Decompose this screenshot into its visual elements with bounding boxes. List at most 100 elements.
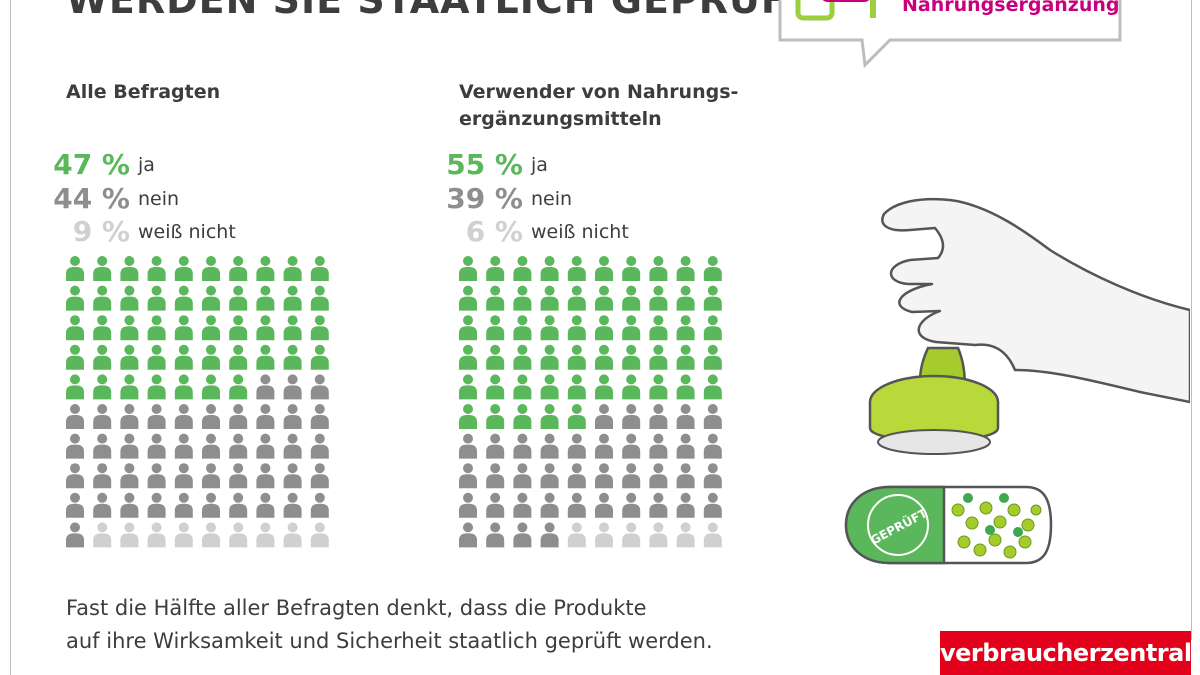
- person-icon-nein: [703, 433, 722, 459]
- person-icon-ja: [66, 285, 84, 311]
- person-icon-nein: [649, 433, 668, 459]
- caption-line-1: Fast die Hälfte aller Befragten denkt, d…: [66, 596, 647, 620]
- person-icon-nein: [256, 463, 275, 489]
- person-icon-nein: [459, 492, 477, 518]
- person-icon-nein: [513, 433, 532, 459]
- person-icon-nein: [622, 433, 641, 459]
- person-icon-ja: [513, 315, 532, 341]
- person-icon-ja: [567, 315, 586, 341]
- person-icon-nein: [676, 404, 695, 429]
- person-icon-ja: [147, 344, 166, 370]
- person-icon-nein: [459, 463, 477, 489]
- person-icon-ja: [540, 256, 559, 281]
- person-icon-nein: [283, 374, 302, 400]
- person-icon-ja: [459, 315, 477, 341]
- person-icon-ja: [283, 344, 302, 370]
- person-icon-weiss_nicht: [256, 522, 275, 548]
- person-icon-ja: [595, 285, 613, 311]
- person-icon-ja: [202, 256, 220, 281]
- person-icon-ja: [567, 285, 586, 311]
- person-icon-nein: [147, 404, 166, 429]
- person-icon-ja: [649, 256, 668, 281]
- person-icon-ja: [229, 374, 248, 400]
- person-icon-weiss_nicht: [147, 522, 166, 548]
- person-icon-ja: [703, 315, 722, 341]
- person-icon-ja: [540, 404, 559, 429]
- pill-box-icon: [795, 0, 835, 21]
- person-icon-ja: [310, 344, 329, 370]
- person-icon-ja: [567, 256, 586, 281]
- person-icon-nein: [66, 463, 84, 489]
- stat-value-nein: 44 %: [53, 182, 130, 215]
- person-icon-ja: [120, 256, 139, 281]
- person-icon-nein: [93, 492, 112, 518]
- person-icon-ja: [459, 404, 477, 429]
- person-icon-ja: [513, 256, 532, 281]
- person-icon-nein: [513, 492, 532, 518]
- person-icon-ja: [147, 374, 166, 400]
- person-icon-nein: [147, 433, 166, 459]
- person-icon-nein: [703, 404, 722, 429]
- frame-line-left: [10, 0, 11, 675]
- person-icon-nein: [202, 492, 220, 518]
- person-icon-nein: [174, 433, 193, 459]
- capsule-icon: GEPRÜFT: [844, 485, 1053, 565]
- person-icon-nein: [66, 433, 84, 459]
- person-icon-ja: [595, 344, 613, 370]
- person-icon-ja: [256, 256, 275, 281]
- person-icon-nein: [283, 404, 302, 429]
- person-icon-ja: [567, 344, 586, 370]
- person-icon-ja: [513, 285, 532, 311]
- person-icon-ja: [120, 285, 139, 311]
- stat-value-nein: 39 %: [446, 182, 523, 215]
- person-icon-ja: [649, 344, 668, 370]
- person-icon-nein: [676, 463, 695, 489]
- person-icon-nein: [703, 492, 722, 518]
- person-icon-nein: [256, 433, 275, 459]
- person-icon-ja: [93, 285, 112, 311]
- icon-array-verwender: [459, 256, 722, 548]
- person-icon-ja: [595, 256, 613, 281]
- group-title-alle: Alle Befragten: [66, 81, 221, 103]
- person-icon-ja: [310, 285, 329, 311]
- person-icon-ja: [676, 285, 695, 311]
- person-icon-ja: [486, 344, 505, 370]
- person-icon-ja: [93, 344, 112, 370]
- person-icon-ja: [310, 256, 329, 281]
- person-icon-nein: [703, 463, 722, 489]
- icon-array-alle: [66, 256, 329, 548]
- person-icon-nein: [66, 404, 84, 429]
- person-icon-ja: [649, 315, 668, 341]
- stamp-illustration: GEPRÜFT: [844, 197, 1190, 565]
- person-icon-nein: [310, 463, 329, 489]
- person-icon-nein: [622, 492, 641, 518]
- person-icon-ja: [703, 256, 722, 281]
- person-icon-nein: [174, 492, 193, 518]
- person-icon-nein: [147, 463, 166, 489]
- stat-label-ja: ja: [138, 154, 155, 176]
- person-icon-nein: [66, 492, 84, 518]
- person-icon-ja: [174, 374, 193, 400]
- person-icon-ja: [622, 285, 641, 311]
- person-icon-ja: [486, 285, 505, 311]
- brand-logo[interactable]: verbraucherzentrale: [940, 631, 1200, 675]
- stat-value-weiss_nicht: 9 %: [72, 215, 130, 248]
- person-icon-nein: [256, 374, 275, 400]
- person-icon-ja: [676, 315, 695, 341]
- person-icon-nein: [229, 433, 248, 459]
- person-icon-nein: [595, 492, 613, 518]
- person-icon-ja: [147, 315, 166, 341]
- person-icon-nein: [540, 463, 559, 489]
- person-icon-ja: [676, 256, 695, 281]
- headline: WERDEN SIE STAATLICH GEPRÜFT?: [66, 0, 838, 22]
- person-icon-nein: [202, 463, 220, 489]
- person-icon-nein: [649, 404, 668, 429]
- person-icon-ja: [595, 374, 613, 400]
- person-icon-nein: [676, 492, 695, 518]
- person-icon-weiss_nicht: [93, 522, 112, 548]
- person-icon-ja: [66, 315, 84, 341]
- person-icon-nein: [256, 492, 275, 518]
- person-icon-ja: [703, 285, 722, 311]
- person-icon-ja: [486, 315, 505, 341]
- person-icon-ja: [513, 374, 532, 400]
